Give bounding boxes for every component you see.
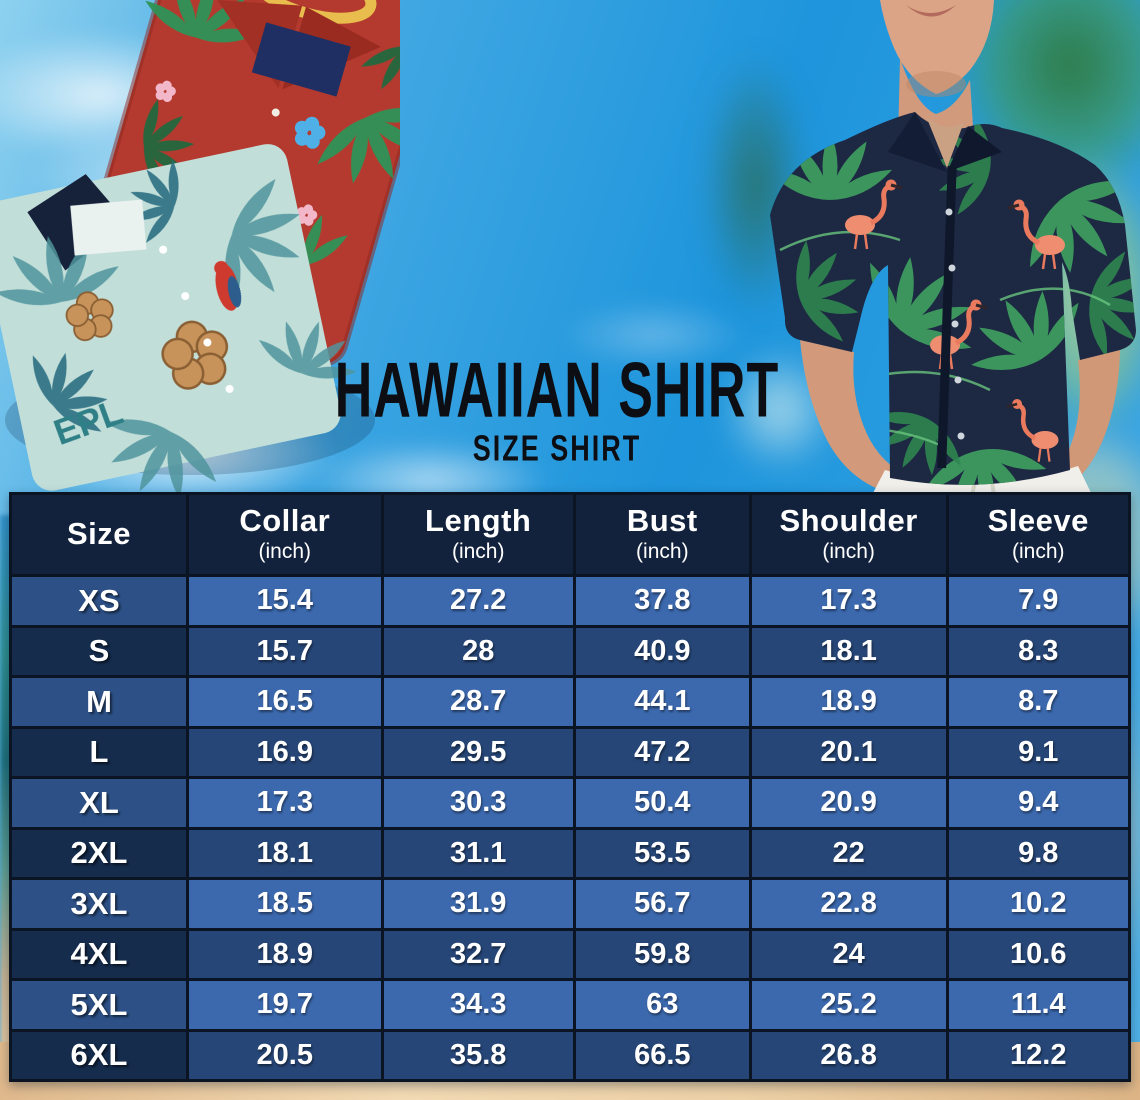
table-row: XS 15.4 27.2 37.8 17.3 7.9: [9, 574, 1131, 628]
measurement-value: 15.4: [185, 574, 384, 628]
column-label: Sleeve: [987, 502, 1089, 538]
column-label: Length: [425, 502, 532, 538]
measurement-value: 10.2: [945, 877, 1131, 931]
measurement-value: 29.5: [380, 725, 576, 779]
measurement-value: 18.1: [185, 826, 384, 880]
measurement-value: 28: [380, 624, 576, 678]
measurement-value: 20.9: [748, 776, 949, 830]
measurement-value: 26.8: [748, 1028, 949, 1082]
measurement-value: 8.3: [945, 624, 1131, 678]
table-row: L 16.9 29.5 47.2 20.1 9.1: [9, 725, 1131, 779]
table-row: M 16.5 28.7 44.1 18.9 8.7: [9, 675, 1131, 729]
measurement-value: 63: [572, 978, 752, 1032]
measurement-value: 50.4: [572, 776, 752, 830]
measurement-value: 31.1: [380, 826, 576, 880]
column-unit: (inch): [451, 540, 505, 564]
measurement-value: 59.8: [572, 927, 752, 981]
table-row: 5XL 19.7 34.3 63 25.2 11.4: [9, 978, 1131, 1032]
column-header-bust: Bust (inch): [572, 492, 752, 577]
column-header-size: Size: [9, 492, 189, 577]
measurement-value: 18.9: [185, 927, 384, 981]
measurement-value: 16.5: [185, 675, 384, 729]
column-label: Shoulder: [779, 502, 918, 538]
measurement-value: 10.6: [945, 927, 1131, 981]
measurement-value: 44.1: [572, 675, 752, 729]
measurement-value: 22: [748, 826, 949, 880]
column-label: Bust: [626, 502, 698, 538]
measurement-value: 9.8: [945, 826, 1131, 880]
size-label: 2XL: [9, 826, 189, 880]
measurement-value: 56.7: [572, 877, 752, 931]
size-label: XS: [9, 574, 189, 628]
title-block: HAWAIIAN SHIRT SIZE SHIRT: [302, 346, 812, 469]
size-label: XL: [9, 776, 189, 830]
table-row: 3XL 18.5 31.9 56.7 22.8 10.2: [9, 877, 1131, 931]
measurement-value: 37.8: [572, 574, 752, 628]
measurement-value: 16.9: [185, 725, 384, 779]
header-row: Size Collar (inch) Length (inch) Bust (inch) Sh…: [9, 492, 1131, 577]
measurement-value: 32.7: [380, 927, 576, 981]
measurement-value: 40.9: [572, 624, 752, 678]
table-row: XL 17.3 30.3 50.4 20.9 9.4: [9, 776, 1131, 830]
measurement-value: 20.5: [185, 1028, 384, 1082]
measurement-value: 34.3: [380, 978, 576, 1032]
measurement-value: 19.7: [185, 978, 384, 1032]
measurement-value: 27.2: [380, 574, 576, 628]
measurement-value: 31.9: [380, 877, 576, 931]
column-header-length: Length (inch): [380, 492, 576, 577]
measurement-value: 28.7: [380, 675, 576, 729]
column-header-shoulder: Shoulder (inch): [748, 492, 949, 577]
measurement-value: 8.7: [945, 675, 1131, 729]
table-row: 6XL 20.5 35.8 66.5 26.8 12.2: [9, 1028, 1131, 1082]
size-label: 4XL: [9, 927, 189, 981]
measurement-value: 47.2: [572, 725, 752, 779]
size-chart-body: XS 15.4 27.2 37.8 17.3 7.9 S 15.7 28 40.9 18.1 8.3 M…: [9, 574, 1131, 1082]
measurement-value: 66.5: [572, 1028, 752, 1082]
measurement-value: 22.8: [748, 877, 949, 931]
size-label: 3XL: [9, 877, 189, 931]
measurement-value: 18.5: [185, 877, 384, 931]
measurement-value: 12.2: [945, 1028, 1131, 1082]
column-unit: (inch): [1011, 540, 1065, 564]
measurement-value: 35.8: [380, 1028, 576, 1082]
measurement-value: 18.9: [748, 675, 949, 729]
column-header-collar: Collar (inch): [185, 492, 384, 577]
measurement-value: 53.5: [572, 826, 752, 880]
size-label: 5XL: [9, 978, 189, 1032]
table-row: S 15.7 28 40.9 18.1 8.3: [9, 624, 1131, 678]
measurement-value: 9.4: [945, 776, 1131, 830]
page-title: HAWAIIAN SHIRT: [334, 347, 780, 435]
size-label: L: [9, 725, 189, 779]
measurement-value: 24: [748, 927, 949, 981]
cloud: [30, 130, 240, 220]
measurement-value: 18.1: [748, 624, 949, 678]
column-header-sleeve: Sleeve (inch): [945, 492, 1131, 577]
measurement-value: 25.2: [748, 978, 949, 1032]
measurement-value: 11.4: [945, 978, 1131, 1032]
table-row: 4XL 18.9 32.7 59.8 24 10.6: [9, 927, 1131, 981]
column-unit: (inch): [822, 540, 875, 564]
size-label: 6XL: [9, 1028, 189, 1082]
measurement-value: 17.3: [185, 776, 384, 830]
measurement-value: 7.9: [945, 574, 1131, 628]
column-unit: (inch): [258, 540, 311, 564]
table-row: 2XL 18.1 31.1 53.5 22 9.8: [9, 826, 1131, 880]
measurement-value: 20.1: [748, 725, 949, 779]
size-chart-table: Size Collar (inch) Length (inch) Bust (inch) Sh…: [9, 492, 1131, 1082]
palm-foliage-blur: [685, 10, 825, 360]
size-label: M: [9, 675, 189, 729]
measurement-value: 17.3: [748, 574, 949, 628]
column-label: Collar: [239, 502, 331, 538]
measurement-value: 9.1: [945, 725, 1131, 779]
measurement-value: 15.7: [185, 624, 384, 678]
size-label: S: [9, 624, 189, 678]
column-unit: (inch): [636, 540, 689, 564]
measurement-value: 30.3: [380, 776, 576, 830]
page-subtitle: SIZE SHIRT: [472, 428, 642, 469]
column-label: Size: [66, 516, 131, 552]
